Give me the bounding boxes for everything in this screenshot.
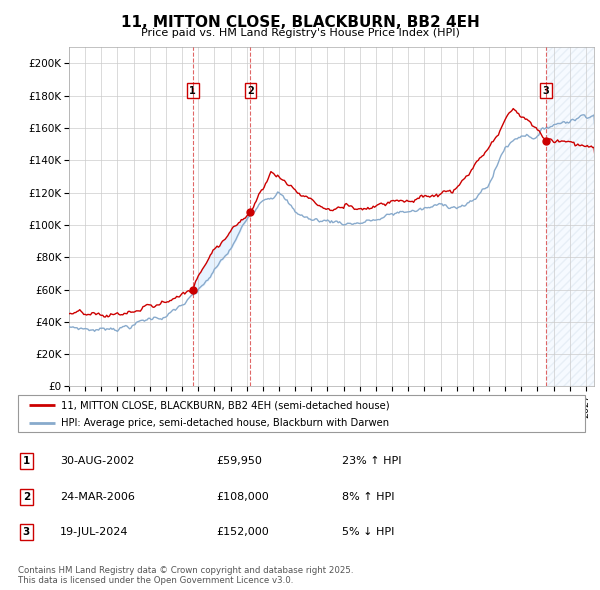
Text: £108,000: £108,000 (216, 492, 269, 502)
Text: £59,950: £59,950 (216, 457, 262, 466)
Text: 11, MITTON CLOSE, BLACKBURN, BB2 4EH: 11, MITTON CLOSE, BLACKBURN, BB2 4EH (121, 15, 479, 30)
Text: Price paid vs. HM Land Registry's House Price Index (HPI): Price paid vs. HM Land Registry's House … (140, 28, 460, 38)
Text: 19-JUL-2024: 19-JUL-2024 (60, 527, 128, 537)
Text: 11, MITTON CLOSE, BLACKBURN, BB2 4EH (semi-detached house): 11, MITTON CLOSE, BLACKBURN, BB2 4EH (se… (61, 400, 389, 410)
Text: 24-MAR-2006: 24-MAR-2006 (60, 492, 135, 502)
Text: 3: 3 (543, 86, 550, 96)
FancyBboxPatch shape (18, 395, 585, 432)
Text: 1: 1 (190, 86, 196, 96)
Text: 1: 1 (23, 457, 30, 466)
Text: 30-AUG-2002: 30-AUG-2002 (60, 457, 134, 466)
Text: 2: 2 (23, 492, 30, 502)
Text: 3: 3 (23, 527, 30, 537)
Text: £152,000: £152,000 (216, 527, 269, 537)
Text: 2: 2 (247, 86, 254, 96)
Text: 5% ↓ HPI: 5% ↓ HPI (342, 527, 394, 537)
Text: 23% ↑ HPI: 23% ↑ HPI (342, 457, 401, 466)
Text: HPI: Average price, semi-detached house, Blackburn with Darwen: HPI: Average price, semi-detached house,… (61, 418, 389, 428)
Text: Contains HM Land Registry data © Crown copyright and database right 2025.
This d: Contains HM Land Registry data © Crown c… (18, 566, 353, 585)
Text: 8% ↑ HPI: 8% ↑ HPI (342, 492, 395, 502)
